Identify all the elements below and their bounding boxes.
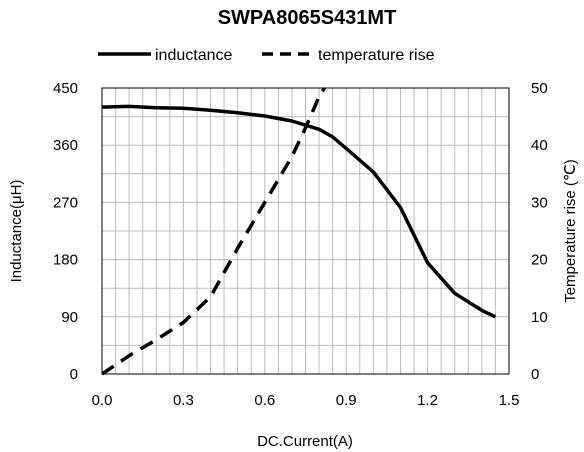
legend: inductance temperature rise [98, 47, 435, 64]
legend-temperature-label: temperature rise [318, 47, 435, 64]
x-tick-label: 0.9 [336, 392, 357, 409]
y-left-axis-label: Inductance(μH) [8, 180, 25, 283]
ticks-layer: 0.0 0.3 0.6 0.9 1.2 1.5 0 90 180 270 360 450 0 10 20 30… [53, 80, 548, 409]
x-tick-label: 1.2 [417, 392, 438, 409]
x-tick-label: 0.0 [92, 392, 113, 409]
y-left-tick-label: 360 [53, 137, 78, 154]
y-right-tick-label: 30 [531, 194, 548, 211]
y-left-tick-label: 0 [70, 366, 78, 383]
y-right-axis-label: Temperature rise (℃) [562, 159, 579, 303]
y-left-tick-label: 180 [53, 252, 78, 269]
y-left-tick-label: 90 [61, 309, 78, 326]
legend-inductance-label: inductance [155, 47, 232, 64]
x-tick-label: 0.6 [254, 392, 275, 409]
series-line-inductance [102, 106, 495, 316]
chart-title: SWPA8065S431MT [218, 7, 397, 29]
y-right-tick-label: 40 [531, 137, 548, 154]
x-axis-label: DC.Current(A) [257, 433, 353, 450]
y-right-tick-label: 50 [531, 80, 548, 97]
x-tick-label: 0.3 [173, 392, 194, 409]
y-left-tick-label: 450 [53, 80, 78, 97]
y-right-tick-label: 20 [531, 252, 548, 269]
y-right-tick-label: 10 [531, 309, 548, 326]
x-tick-label: 1.5 [499, 392, 520, 409]
y-right-tick-label: 0 [531, 366, 539, 383]
y-left-tick-label: 270 [53, 194, 78, 211]
